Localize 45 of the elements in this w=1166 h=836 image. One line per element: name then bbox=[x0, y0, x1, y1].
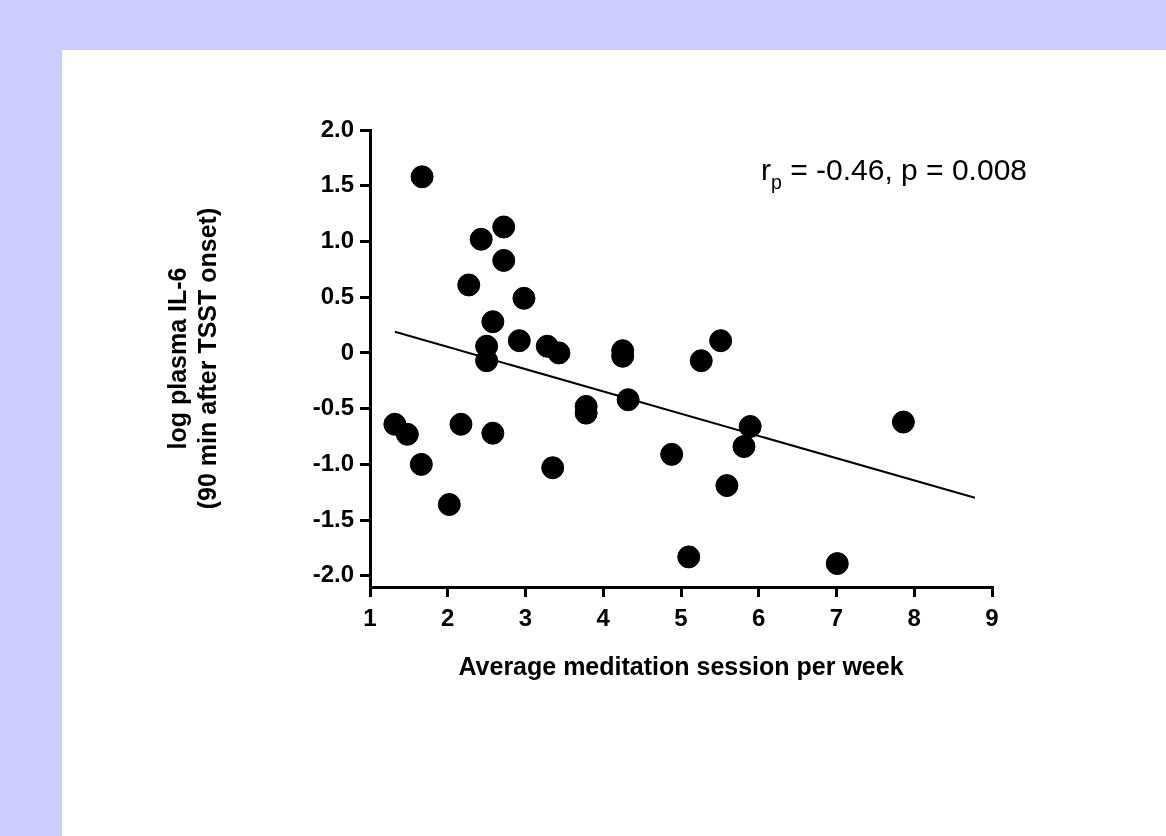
point bbox=[492, 248, 516, 272]
point bbox=[660, 442, 684, 466]
x-tick-label: 8 bbox=[907, 604, 921, 632]
point bbox=[732, 435, 756, 459]
y-tick-label: 1.0 bbox=[320, 226, 354, 254]
point bbox=[616, 388, 640, 412]
y-tick-label: 0.5 bbox=[320, 281, 354, 309]
x-tick-label: 7 bbox=[829, 604, 844, 632]
point bbox=[709, 329, 733, 353]
y-tick-label: -1.0 bbox=[312, 449, 354, 477]
x-tick-label: 9 bbox=[985, 604, 999, 632]
point bbox=[492, 215, 516, 239]
point bbox=[481, 310, 505, 334]
point bbox=[481, 421, 505, 445]
point bbox=[825, 552, 849, 576]
point bbox=[469, 227, 493, 251]
point bbox=[507, 329, 531, 353]
y-tick-label: 2.0 bbox=[320, 114, 354, 142]
point bbox=[715, 474, 739, 498]
point bbox=[677, 545, 701, 569]
x-tick-label: 2 bbox=[441, 604, 455, 632]
y-tick-label: 1.5 bbox=[320, 170, 354, 198]
point bbox=[891, 410, 915, 434]
x-tick-label: 4 bbox=[596, 604, 611, 632]
x-tick-label: 1 bbox=[363, 604, 377, 632]
y-tick-label: -0.5 bbox=[312, 393, 354, 421]
y-tick-label: -1.5 bbox=[312, 504, 354, 532]
y-axis-title: log plasma IL-6 (90 min after TSST onset) bbox=[162, 207, 221, 510]
point bbox=[738, 414, 762, 438]
x-tick-label: 3 bbox=[518, 604, 533, 632]
y-tick-label: 0 bbox=[340, 337, 354, 365]
point bbox=[437, 493, 461, 517]
point bbox=[512, 286, 536, 310]
x-axis-title: Average meditation session per week bbox=[458, 651, 904, 680]
point bbox=[409, 452, 433, 476]
point bbox=[449, 412, 473, 436]
point bbox=[395, 422, 419, 446]
point bbox=[410, 165, 434, 189]
point bbox=[541, 456, 565, 480]
point bbox=[457, 273, 481, 297]
x-tick-label: 5 bbox=[674, 604, 688, 632]
y-tick-label: -2.0 bbox=[312, 560, 354, 588]
point bbox=[547, 341, 571, 365]
x-tick-label: 6 bbox=[752, 604, 766, 632]
point bbox=[689, 349, 713, 373]
